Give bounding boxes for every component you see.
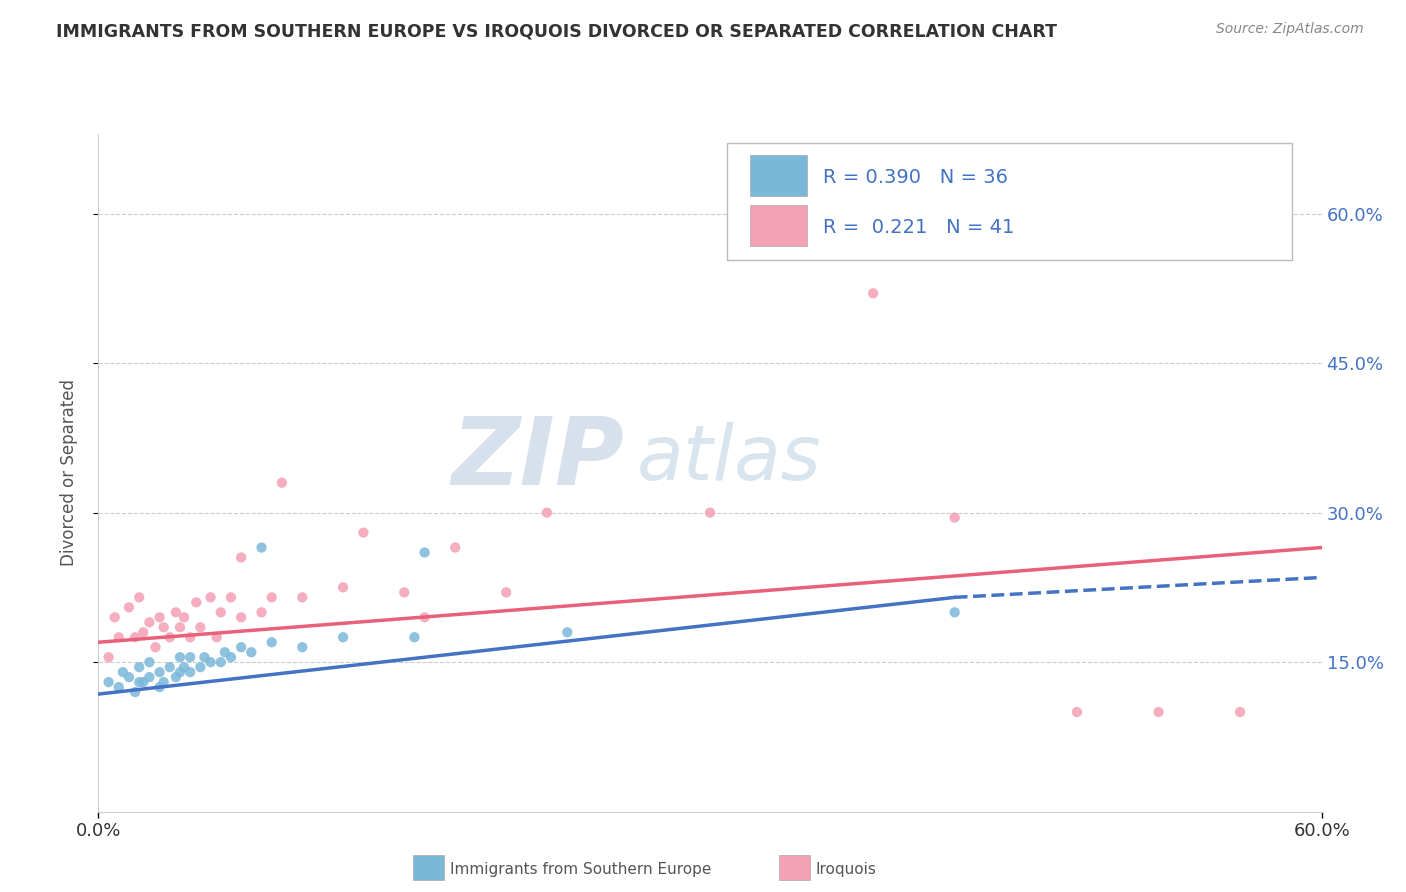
- Point: [108, 680, 131, 694]
- Text: Immigrants from Southern Europe: Immigrants from Southern Europe: [450, 863, 711, 877]
- Point: [152, 675, 174, 690]
- Point: [165, 605, 187, 619]
- Point: [188, 620, 212, 634]
- Text: Source: ZipAtlas.com: Source: ZipAtlas.com: [1216, 22, 1364, 37]
- Point: [392, 585, 416, 599]
- Point: [97, 675, 120, 690]
- Point: [209, 605, 232, 619]
- Point: [124, 630, 146, 644]
- Text: Iroquois: Iroquois: [815, 863, 876, 877]
- Point: [332, 630, 354, 644]
- Point: [179, 665, 201, 680]
- Point: [291, 640, 314, 655]
- Point: [1066, 705, 1088, 719]
- Point: [250, 605, 273, 619]
- Point: [159, 660, 181, 674]
- Point: [159, 630, 181, 644]
- Point: [132, 675, 155, 690]
- Point: [557, 625, 579, 640]
- Point: [943, 510, 966, 524]
- Text: R = 0.390   N = 36: R = 0.390 N = 36: [823, 169, 1008, 187]
- Point: [118, 600, 141, 615]
- Point: [138, 615, 160, 630]
- Point: [205, 630, 228, 644]
- Point: [413, 545, 436, 559]
- Y-axis label: Divorced or Separated: Divorced or Separated: [59, 379, 77, 566]
- Point: [193, 650, 215, 665]
- Point: [165, 670, 187, 684]
- Point: [495, 585, 517, 599]
- Point: [179, 650, 201, 665]
- Point: [179, 630, 201, 644]
- Point: [219, 650, 242, 665]
- Point: [108, 630, 131, 644]
- Point: [149, 610, 172, 624]
- Point: [173, 610, 195, 624]
- Point: [332, 581, 354, 595]
- Point: [97, 650, 120, 665]
- Text: ZIP: ZIP: [451, 413, 624, 505]
- Point: [128, 591, 150, 605]
- Text: atlas: atlas: [637, 422, 821, 496]
- Text: IMMIGRANTS FROM SOUTHERN EUROPE VS IROQUOIS DIVORCED OR SEPARATED CORRELATION CH: IMMIGRANTS FROM SOUTHERN EUROPE VS IROQU…: [56, 22, 1057, 40]
- Point: [209, 655, 232, 669]
- Point: [138, 655, 160, 669]
- Point: [138, 670, 160, 684]
- Point: [111, 665, 134, 680]
- Point: [200, 591, 222, 605]
- Point: [104, 610, 127, 624]
- Point: [124, 685, 146, 699]
- Point: [173, 660, 195, 674]
- Point: [260, 635, 283, 649]
- Point: [188, 660, 212, 674]
- Point: [444, 541, 467, 555]
- Point: [169, 620, 191, 634]
- Point: [149, 665, 172, 680]
- Point: [231, 610, 253, 624]
- Point: [231, 550, 253, 565]
- Point: [219, 591, 242, 605]
- Point: [413, 610, 436, 624]
- Point: [404, 630, 426, 644]
- Point: [270, 475, 294, 490]
- Point: [1229, 705, 1251, 719]
- Point: [214, 645, 236, 659]
- Point: [132, 625, 155, 640]
- Point: [536, 506, 558, 520]
- Point: [943, 605, 966, 619]
- Point: [291, 591, 314, 605]
- Point: [145, 640, 167, 655]
- Point: [231, 640, 253, 655]
- Point: [240, 645, 263, 659]
- Point: [186, 595, 208, 609]
- Point: [152, 620, 174, 634]
- Point: [1147, 705, 1170, 719]
- Point: [149, 680, 172, 694]
- Text: R =  0.221   N = 41: R = 0.221 N = 41: [823, 219, 1014, 237]
- Point: [352, 525, 374, 540]
- Point: [128, 660, 150, 674]
- Point: [699, 506, 721, 520]
- Point: [862, 286, 884, 301]
- Point: [169, 665, 191, 680]
- Point: [169, 650, 191, 665]
- Point: [260, 591, 283, 605]
- Point: [118, 670, 141, 684]
- Point: [200, 655, 222, 669]
- Point: [128, 675, 150, 690]
- Point: [250, 541, 273, 555]
